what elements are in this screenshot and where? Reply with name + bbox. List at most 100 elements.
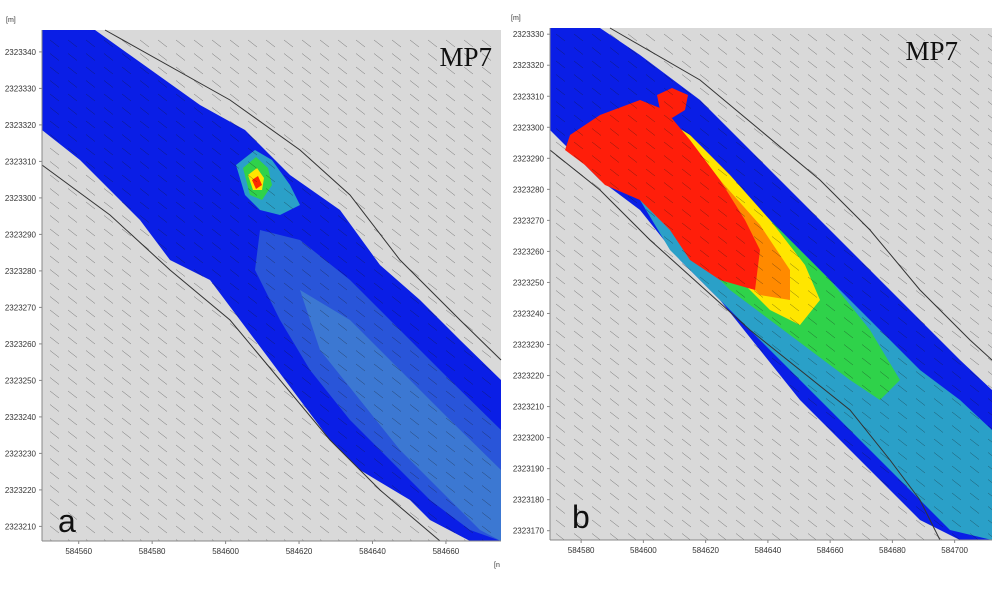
panel-b-vector-arrow — [717, 222, 728, 231]
panel-b-vector-arrow — [951, 33, 962, 42]
panel-b-vector-arrow — [825, 74, 836, 82]
panel-b-vector-arrow — [699, 330, 710, 339]
panel-b-vector-arrow — [663, 114, 674, 123]
panel-b-vector-arrow — [789, 290, 800, 298]
panel-b-vector-arrow — [843, 101, 854, 109]
panel-b-vector-arrow — [753, 411, 764, 420]
panel-a-vector-arrow — [391, 147, 402, 156]
panel-a-vector-arrow — [373, 147, 384, 156]
panel-b-vector-arrow — [933, 465, 944, 474]
panel-a-vector-arrow — [103, 417, 114, 426]
panel-b-vector-arrow — [807, 263, 818, 271]
panel-b-vector-arrow — [861, 74, 872, 82]
panel-b-vector-arrow — [843, 236, 854, 244]
panel-b-vector-arrow — [591, 465, 602, 474]
panel-a-vector-arrow — [49, 255, 60, 264]
panel-b-vector-arrow — [771, 330, 782, 339]
panel-a-vector-arrow — [193, 134, 204, 142]
panel-a-vector-arrow — [301, 53, 312, 61]
panel-b-vector-arrow — [681, 249, 692, 258]
panel-b-vector-arrow — [843, 87, 854, 96]
panel-b-vector-arrow — [807, 141, 818, 150]
panel-b-vector-arrow — [879, 398, 890, 406]
panel-b-vector-arrow — [753, 60, 764, 69]
panel-a-vector-arrow — [103, 134, 114, 142]
panel-b-vector-arrow — [735, 87, 746, 96]
panel-a-vector-arrow — [301, 93, 312, 102]
panel-a-vector-arrow — [355, 269, 366, 277]
panel-a-vector-arrow — [427, 39, 438, 48]
panel-b-vector-arrow — [555, 87, 566, 96]
panel-a-vector-arrow — [103, 174, 114, 183]
panel-a-vector-arrow — [355, 363, 366, 372]
panel-a-vector-arrow — [193, 471, 204, 480]
panel-a-vector-arrow — [49, 417, 60, 426]
panel-a-vector-arrow — [67, 296, 78, 304]
panel-a-vector-arrow — [229, 296, 240, 304]
panel-b-vector-arrow — [573, 47, 584, 55]
panel-b-vector-arrow — [573, 452, 584, 460]
panel-a-vector-arrow — [211, 215, 222, 223]
panel-b-vector-arrow — [879, 344, 890, 352]
panel-b-vector-arrow — [753, 114, 764, 123]
panel-a-vector-arrow — [121, 417, 132, 426]
panel-a-vectors — [49, 39, 492, 541]
panel-a-vector-arrow — [211, 431, 222, 439]
panel-b-vector-arrow — [681, 168, 692, 177]
panel-a-vector-arrow — [427, 525, 438, 534]
panel-b-vector-arrow — [843, 317, 854, 325]
panel-a-vector-arrow — [319, 53, 330, 61]
panel-b-vector-arrow — [987, 479, 992, 483]
panel-b-vector-arrow — [915, 74, 926, 82]
panel-b-vector-arrow — [771, 249, 782, 258]
panel-a-vector-arrow — [247, 296, 258, 304]
panel-a-vector-arrow — [211, 242, 222, 250]
panel-b-vector-arrow — [879, 357, 890, 366]
panel-a-vector-arrow — [427, 417, 438, 426]
panel-b-vector-arrow — [861, 141, 872, 150]
panel-b-vector-arrow — [645, 384, 656, 393]
panel-b-vector-arrow — [807, 155, 818, 163]
panel-b-vector-arrow — [879, 33, 890, 42]
panel-b-vector-arrow — [555, 330, 566, 339]
panel-b-vector-arrow — [951, 222, 962, 231]
panel-a-vector-arrow — [265, 363, 276, 372]
panel-a-vector-arrow — [301, 228, 312, 237]
panel-b-vector-arrow — [699, 506, 710, 514]
panel-a-vector-arrow — [247, 323, 258, 331]
panel-b-vector-arrow — [861, 371, 872, 379]
panel-a-vector-arrow — [463, 228, 474, 237]
panel-b-y-tick-label: 2323290 — [513, 154, 545, 163]
panel-a-vector-arrow — [481, 323, 492, 331]
panel-b-vector-arrow — [843, 357, 854, 366]
panel-b-vector-arrow — [951, 195, 962, 204]
panel-b-vector-arrow — [681, 425, 692, 433]
panel-a-vector-arrow — [427, 242, 438, 250]
panel-b-vector-arrow — [609, 222, 620, 231]
panel-a-vector-arrow — [175, 39, 186, 48]
panel-b-vector-arrow — [717, 519, 728, 528]
panel-b-vector-arrow — [987, 290, 992, 294]
panel-a-vector-arrow — [319, 120, 330, 129]
panel-b-vector-arrow — [663, 182, 674, 190]
panel-b-vector-arrow — [807, 195, 818, 204]
panel-b-vector-arrow — [717, 60, 728, 69]
panel-b-vector-arrow — [753, 317, 764, 325]
panel-a-vector-arrow — [337, 120, 348, 129]
panel-b-vector-arrow — [843, 411, 854, 420]
panel-a-vector-arrow — [103, 93, 114, 102]
panel-b-vector-arrow — [861, 317, 872, 325]
panel-b-vector-arrow — [843, 195, 854, 204]
panel-a-vector-arrow — [49, 363, 60, 372]
panel-a-vector-arrow — [337, 188, 348, 196]
panel-b-vector-arrow — [555, 425, 566, 433]
panel-a-vector-arrow — [481, 174, 492, 183]
panel-b-vector-arrow — [861, 128, 872, 136]
panel-b-vector-arrow — [681, 290, 692, 298]
panel-b-vector-arrow — [969, 101, 980, 109]
panel-b-y-tick-label: 2323170 — [513, 527, 545, 536]
panel-b-vector-arrow — [609, 438, 620, 447]
panel-b-vector-arrow — [987, 182, 992, 186]
panel-b-vector-arrow — [555, 303, 566, 312]
panel-a-vector-arrow — [283, 66, 294, 75]
